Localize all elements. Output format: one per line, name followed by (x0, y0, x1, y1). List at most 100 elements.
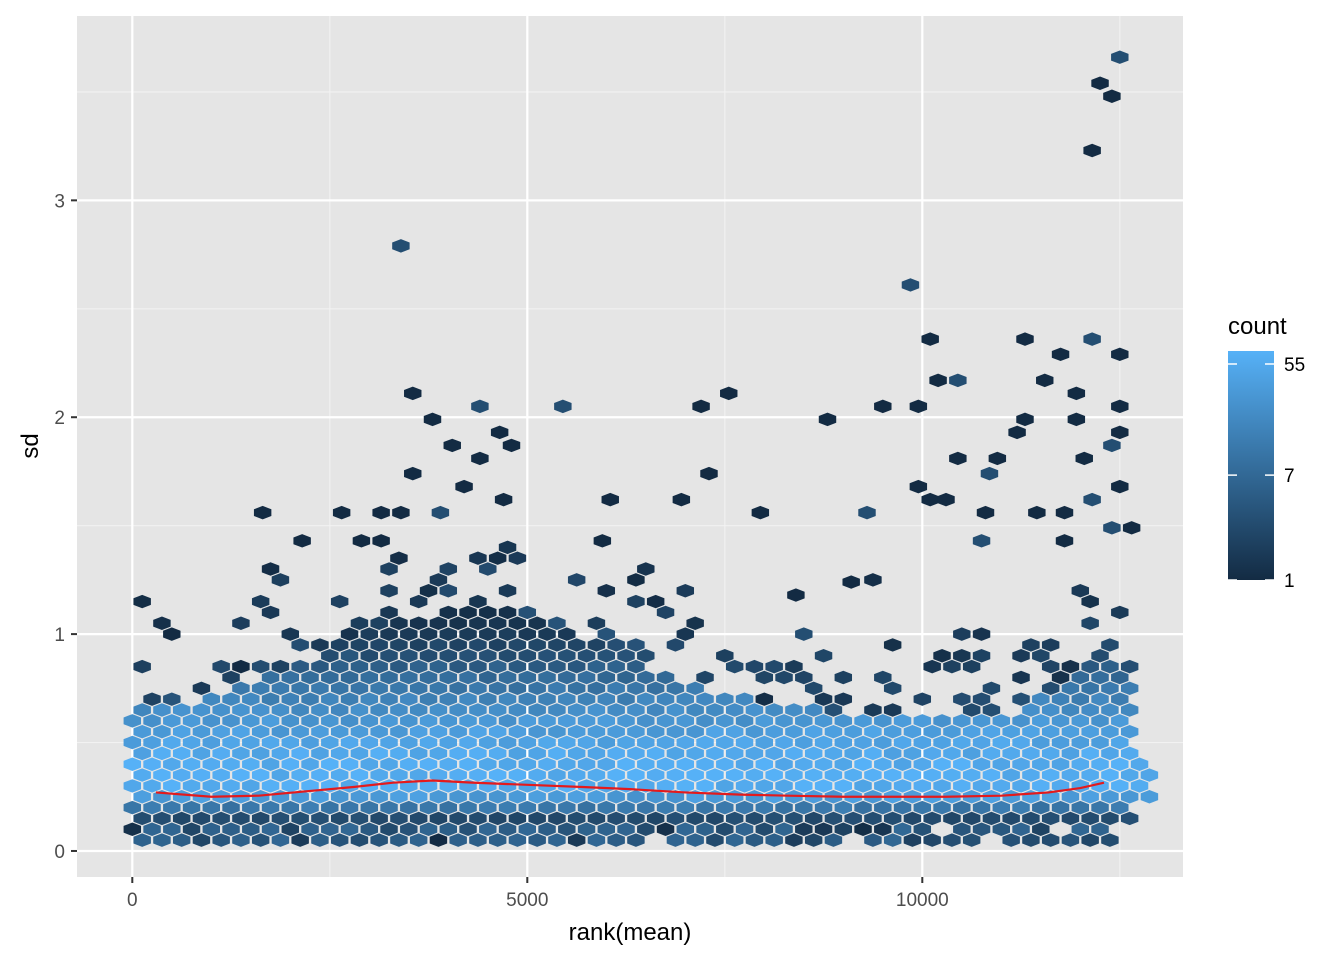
hex-cell (637, 757, 655, 771)
hex-cell (449, 768, 467, 782)
hex-cell (350, 746, 369, 761)
hex-cell (804, 746, 823, 761)
hex-cell (804, 681, 823, 696)
hex-cell (607, 746, 625, 761)
hex-cell (716, 822, 734, 837)
hex-cell (558, 714, 576, 728)
x-axis: 0 5000 10000 (127, 877, 949, 911)
hex-cell (508, 768, 527, 782)
hex-cell (646, 746, 665, 761)
hex-cell (1012, 670, 1030, 685)
hex-cell-outlier (443, 438, 461, 453)
hex-cell (380, 584, 398, 598)
hex-cell (1051, 757, 1070, 771)
hex-cell (1101, 681, 1119, 696)
hex-cell (854, 757, 872, 771)
hex-cell (1041, 703, 1060, 717)
hex-cell (350, 811, 369, 826)
hex-cell (330, 594, 349, 609)
hex-cell (360, 735, 379, 750)
hex-cell (429, 638, 448, 652)
hex-cell (795, 670, 813, 685)
hex-cell-outlier (332, 505, 351, 520)
hex-cell (311, 768, 329, 782)
hex-cell (449, 746, 467, 761)
hex-cell (607, 681, 625, 696)
hex-cell (725, 703, 744, 717)
hex-cell (558, 822, 576, 837)
hex-cell (232, 833, 250, 847)
hex-cell-outlier (692, 399, 710, 414)
hex-cell (419, 779, 438, 793)
hex-cell (202, 692, 221, 706)
hex-cell (992, 714, 1011, 728)
hex-cell (1101, 659, 1119, 674)
hex-cell (597, 822, 616, 837)
hex-cell (962, 703, 981, 717)
hex-cell (409, 659, 428, 674)
hex-cell (1012, 779, 1030, 793)
hex-cell (153, 746, 171, 761)
hex-cell (824, 746, 843, 761)
hex-cell-outlier (795, 627, 813, 641)
hex-cell (1081, 833, 1099, 847)
hex-cell (232, 811, 250, 826)
hex-cell (498, 584, 517, 598)
hex-cell (321, 800, 339, 815)
hex-cell (933, 779, 951, 793)
hex-cell (666, 681, 685, 696)
hex-cell (380, 627, 398, 641)
hex-cell (775, 714, 793, 728)
hex-cell (745, 768, 764, 782)
hex-cell (735, 779, 754, 793)
hex-cell (301, 670, 319, 685)
hex-cell (370, 681, 388, 696)
legend-title: count (1228, 313, 1287, 340)
hex-cell (1111, 714, 1129, 728)
hex-cell (617, 735, 635, 750)
hex-cell (439, 562, 458, 576)
hex-cell (222, 800, 240, 815)
hex-cell (459, 800, 477, 815)
hex-cell (469, 746, 487, 761)
hex-cell (340, 822, 359, 837)
hex-cell (291, 724, 309, 739)
hex-cell-outlier (921, 492, 939, 507)
hex-cell (567, 768, 586, 782)
hex-cell (232, 659, 250, 674)
hex-cell (261, 605, 280, 620)
hex-cell (548, 790, 566, 804)
hex-cell (419, 692, 438, 706)
hex-cell (202, 735, 221, 750)
hex-cell (390, 638, 408, 652)
hex-cell (1022, 768, 1040, 782)
hex-cell-outlier (976, 505, 995, 520)
hex-cell (192, 833, 211, 847)
hex-cell-outlier (372, 534, 390, 548)
hex-cell (508, 638, 527, 652)
hex-cell (814, 800, 833, 815)
hex-cell (340, 670, 359, 685)
hex-cell (261, 757, 280, 771)
hex-cell (242, 779, 260, 793)
hex-cell (666, 746, 685, 761)
hex-cell (202, 800, 221, 815)
hex-cell (439, 670, 458, 685)
hex-cell (340, 649, 359, 663)
hex-cell (795, 822, 813, 837)
hex-cell (627, 594, 645, 609)
hex-cell (419, 822, 438, 837)
hex-cell (834, 735, 853, 750)
hex-cell (943, 659, 961, 674)
hex-cell (666, 833, 685, 847)
hex-cell (1032, 757, 1050, 771)
hex-cell (943, 811, 961, 826)
hex-cell (893, 822, 912, 837)
hex-cell (518, 714, 537, 728)
hex-cell (488, 551, 507, 565)
y-tick-label: 2 (54, 408, 65, 429)
hex-cell-outlier (392, 239, 410, 253)
hex-cell (488, 746, 507, 761)
x-tick-label: 0 (127, 890, 138, 911)
